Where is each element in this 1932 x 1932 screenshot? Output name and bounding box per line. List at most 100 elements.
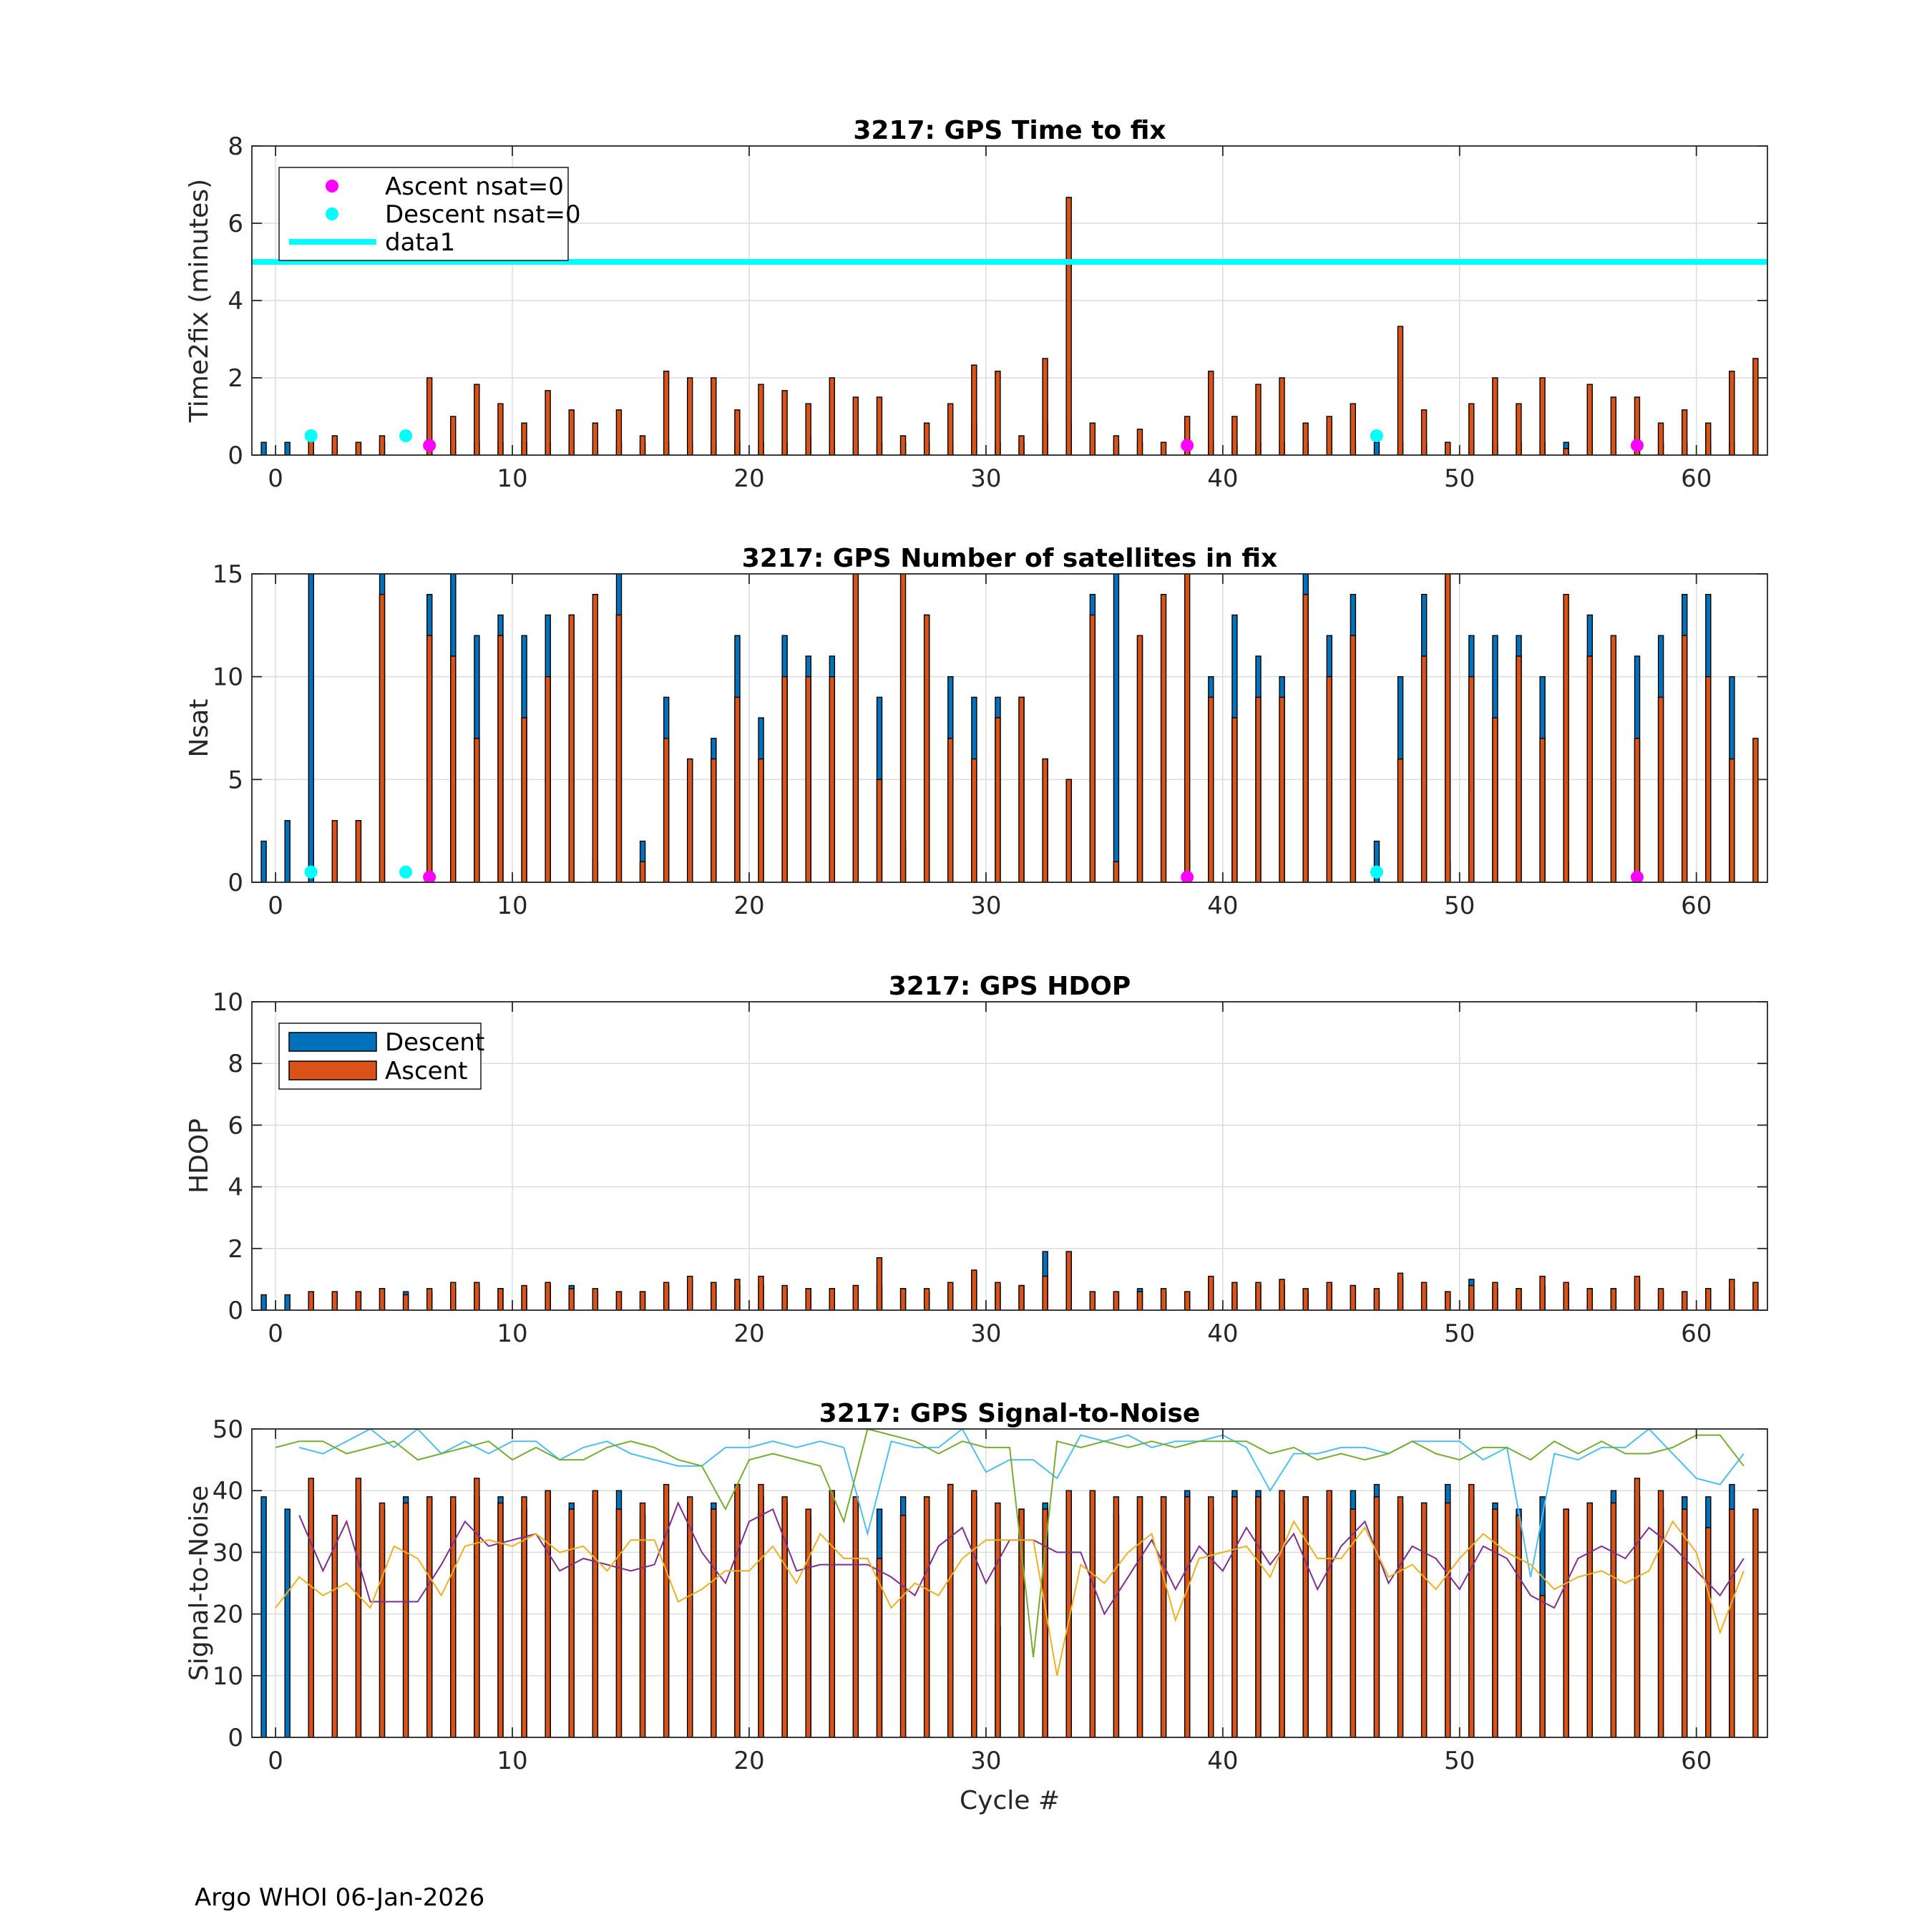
bar-ascent [1208,696,1214,882]
bar-ascent [1279,1490,1285,1737]
legend-swatch-descent [288,1032,377,1052]
x-tick-label: 10 [497,464,527,493]
y-tick-label: 0 [228,441,243,470]
bar-ascent [1610,635,1617,882]
marker-descent-nsat0 [1370,865,1383,879]
bar-ascent [1516,403,1522,455]
bar-ascent [805,403,811,455]
bar-ascent [995,717,1001,882]
bar-ascent [615,1508,623,1737]
bar-ascent [1326,416,1332,455]
x-tick-label: 40 [1207,464,1238,493]
x-tick-label: 20 [733,1747,764,1775]
y-axis-label: HDOP [185,1118,214,1194]
marker-descent-nsat0 [304,865,318,879]
chart-title: 3217: GPS Number of satellites in fix [742,544,1278,573]
plot-content [260,574,1759,882]
x-tick-label: 40 [1207,892,1238,920]
marker-descent-nsat0 [304,429,318,442]
bar-ascent [568,1508,575,1737]
bar-ascent [876,396,883,455]
x-axis-label: Cycle # [960,1786,1060,1815]
bar-ascent [1492,1282,1498,1310]
x-tick-label: 0 [268,1319,283,1348]
plot-content [260,1429,1759,1737]
bar-ascent [1350,1508,1357,1737]
bar-ascent [592,1490,599,1737]
y-tick-label: 0 [228,869,243,897]
bar-ascent [1302,1496,1309,1737]
bar-ascent [1705,675,1712,882]
x-tick-label: 40 [1207,1747,1238,1775]
bar-ascent [1065,197,1072,455]
bar-ascent [1492,717,1498,882]
bar-ascent [1397,1496,1404,1737]
bar-ascent [1279,696,1285,882]
x-tick-label: 50 [1444,464,1475,493]
y-axis-label: Time2fix (minutes) [185,179,214,423]
bar-ascent [497,635,504,882]
bar-ascent [1018,435,1025,455]
bar-ascent [1397,326,1404,455]
bar-ascent [971,1269,977,1310]
bar-ascent [355,1478,362,1737]
bar-ascent [615,1291,623,1310]
bar-ascent [1610,1502,1617,1737]
y-axis-label: Nsat [185,699,214,758]
y-tick-label: 2 [228,1235,243,1264]
bar-ascent [1681,1508,1688,1737]
bar-ascent [734,409,741,455]
bar-ascent [1208,371,1214,455]
bar-ascent [1610,1288,1617,1310]
bar-ascent [1563,448,1569,455]
y-tick-label: 8 [228,1050,243,1078]
legend-label: data1 [385,228,455,257]
x-tick-label: 10 [497,892,527,920]
bar-ascent [355,1291,362,1310]
bar-ascent [1042,358,1048,455]
bar-ascent [1208,1496,1214,1737]
bar-ascent [1231,717,1238,882]
bar-ascent [829,377,835,455]
marker-ascent-nsat0 [1630,870,1644,882]
marker-ascent-nsat0 [423,439,436,452]
bar-ascent [1042,758,1048,882]
bar-ascent [426,1288,433,1310]
bar-ascent [639,1291,646,1310]
bar-ascent [663,1282,670,1310]
bar-ascent [1160,1496,1167,1737]
bar-ascent [734,696,741,882]
bar-ascent [497,403,504,455]
bar-ascent [781,1496,788,1737]
bar-ascent [852,1284,859,1310]
bar-ascent [1539,1595,1546,1737]
bar-descent [260,1496,267,1737]
bar-ascent [1184,1291,1191,1310]
bar-ascent [995,1502,1001,1737]
bar-ascent [402,1294,409,1310]
bar-ascent [1752,1282,1759,1310]
bar-ascent [1468,675,1475,882]
x-tick-label: 50 [1444,1747,1475,1775]
bar-ascent [899,1514,907,1737]
x-tick-label: 0 [268,892,283,920]
y-tick-label: 4 [228,287,243,316]
bar-ascent [1705,1288,1712,1310]
bar-ascent [1089,1291,1096,1310]
bar-ascent [355,441,362,455]
bar-ascent [923,1496,930,1737]
bar-descent [284,820,291,882]
bar-ascent [545,1490,551,1737]
bar-ascent [1468,1483,1475,1737]
bar-ascent [450,1496,457,1737]
legend-marker-descent [326,208,338,220]
chart-title: 3217: GPS HDOP [889,972,1131,1001]
bar-ascent [1586,1288,1593,1310]
bar-ascent [450,1282,457,1310]
y-tick-label: 6 [228,1111,243,1140]
x-tick-label: 60 [1681,464,1712,493]
chart-hdop: 0 10 20 30 40 50 60 0 2 4 6 8 10 3217: GPS HDOP HDOP De… [185,972,1768,1348]
bar-ascent [829,1490,835,1737]
bar-ascent [663,371,670,455]
